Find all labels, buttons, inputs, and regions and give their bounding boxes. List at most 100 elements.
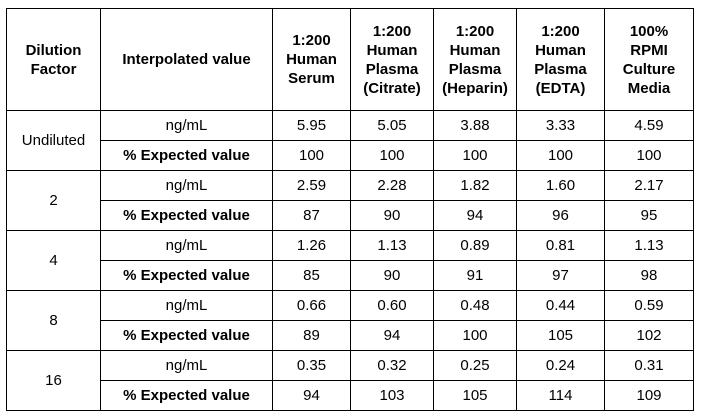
header-line: 1:200 (372, 22, 412, 40)
header-line: Dilution (25, 41, 82, 59)
header-line: Plasma (448, 60, 502, 78)
row-label: % Expected value (100, 260, 273, 291)
cell-value: 85 (272, 260, 351, 291)
cell-value: 100 (272, 140, 351, 171)
row-label: ng/mL (100, 350, 273, 381)
table-row: Undiluted ng/mL 5.95 5.05 3.88 3.33 4.59 (6, 110, 694, 171)
header-line: Media (627, 79, 671, 97)
table-row: % Expected value 87 90 94 96 95 (7, 200, 694, 231)
cell-value: 2.59 (272, 170, 351, 201)
header-line: Culture (622, 60, 676, 78)
cell-value: 0.89 (433, 230, 517, 261)
row-label: ng/mL (100, 110, 273, 141)
row-label: % Expected value (100, 200, 273, 231)
cell-value: 94 (350, 320, 434, 351)
cell-value: 1.60 (516, 170, 605, 201)
cell-value: 114 (516, 380, 605, 411)
cell-value: 100 (604, 140, 694, 171)
cell-value: 0.31 (604, 350, 694, 381)
cell-value: 109 (604, 380, 694, 411)
cell-value: 2.28 (350, 170, 434, 201)
data-table: Dilution Factor Interpolated value 1:200 Hum… (6, 8, 694, 411)
cell-value: 2.17 (604, 170, 694, 201)
cell-value: 94 (272, 380, 351, 411)
column-header: 1:200 Human Plasma (Citrate) (350, 8, 434, 111)
cell-value: 100 (516, 140, 605, 171)
cell-value: 97 (516, 260, 605, 291)
header-row: Dilution Factor Interpolated value 1:200 Hum… (6, 8, 694, 111)
cell-value: 1.82 (433, 170, 517, 201)
cell-value: 100 (350, 140, 434, 171)
cell-value: 94 (433, 200, 517, 231)
column-header: 1:200 Human Plasma (Heparin) (433, 8, 517, 111)
header-line: Plasma (365, 60, 419, 78)
table-row: % Expected value 89 94 100 105 102 (7, 320, 694, 351)
table-row: 8 ng/mL 0.66 0.60 0.48 0.44 0.59 (6, 290, 694, 351)
header-line: (EDTA) (535, 79, 586, 97)
dilution-factor: 2 (6, 170, 101, 231)
cell-value: 1.26 (272, 230, 351, 261)
dilution-factor: 8 (6, 290, 101, 351)
cell-value: 3.88 (433, 110, 517, 141)
cell-value: 90 (350, 260, 434, 291)
table-body: Undiluted ng/mL 5.95 5.05 3.88 3.33 4.59% Expe… (6, 110, 694, 411)
header-line: RPMI (630, 41, 668, 59)
header-line: 1:200 (541, 22, 580, 40)
row-label: ng/mL (100, 290, 273, 321)
dilution-factor: Undiluted (6, 110, 101, 171)
cell-value: 98 (604, 260, 694, 291)
row-label: % Expected value (100, 320, 273, 351)
cell-value: 5.95 (272, 110, 351, 141)
cell-value: 1.13 (350, 230, 434, 261)
column-header: 1:200 Human Plasma (EDTA) (516, 8, 605, 111)
header-line: 1:200 (292, 32, 331, 49)
header-line: Human (449, 41, 501, 59)
cell-value: 0.48 (433, 290, 517, 321)
dilution-factor: 4 (6, 230, 101, 291)
cell-value: 91 (433, 260, 517, 291)
cell-value: 90 (350, 200, 434, 231)
cell-value: 105 (516, 320, 605, 351)
cell-value: 89 (272, 320, 351, 351)
cell-value: 0.59 (604, 290, 694, 321)
cell-value: 100 (433, 320, 517, 351)
cell-value: 96 (516, 200, 605, 231)
table-row: % Expected value 85 90 91 97 98 (7, 260, 694, 291)
cell-value: 0.25 (433, 350, 517, 381)
cell-value: 1.13 (604, 230, 694, 261)
header-line: Human (366, 41, 418, 59)
cell-value: 0.60 (350, 290, 434, 321)
header-line: Human (286, 51, 337, 68)
cell-value: 0.44 (516, 290, 605, 321)
cell-value: 0.24 (516, 350, 605, 381)
table-row: 16 ng/mL 0.35 0.32 0.25 0.24 0.31 (6, 350, 694, 411)
table-row: 4 ng/mL 1.26 1.13 0.89 0.81 1.13 (6, 230, 694, 291)
table-row: % Expected value 94 103 105 114 109 (7, 380, 694, 411)
header-line: Plasma (534, 60, 587, 78)
column-header: 1:200 Human Serum (272, 8, 351, 111)
cell-value: 95 (604, 200, 694, 231)
cell-value: 0.66 (272, 290, 351, 321)
column-header: Dilution Factor (6, 8, 101, 111)
cell-value: 103 (350, 380, 434, 411)
header-line: Interpolated value (122, 51, 251, 68)
header-line: Human (535, 41, 586, 59)
cell-value: 3.33 (516, 110, 605, 141)
table-row: 2 ng/mL 2.59 2.28 1.82 1.60 2.17 (6, 170, 694, 231)
cell-value: 102 (604, 320, 694, 351)
row-label: ng/mL (100, 170, 273, 201)
table-row: % Expected value 100 100 100 100 100 (7, 140, 694, 171)
row-label: % Expected value (100, 380, 273, 411)
row-label: % Expected value (100, 140, 273, 171)
header-line: Serum (288, 70, 335, 87)
cell-value: 0.35 (272, 350, 351, 381)
cell-value: 5.05 (350, 110, 434, 141)
dilution-factor: 16 (6, 350, 101, 411)
cell-value: 105 (433, 380, 517, 411)
cell-value: 100 (433, 140, 517, 171)
cell-value: 87 (272, 200, 351, 231)
header-line: Factor (30, 60, 77, 78)
header-line: (Citrate) (363, 79, 421, 97)
row-label: ng/mL (100, 230, 273, 261)
